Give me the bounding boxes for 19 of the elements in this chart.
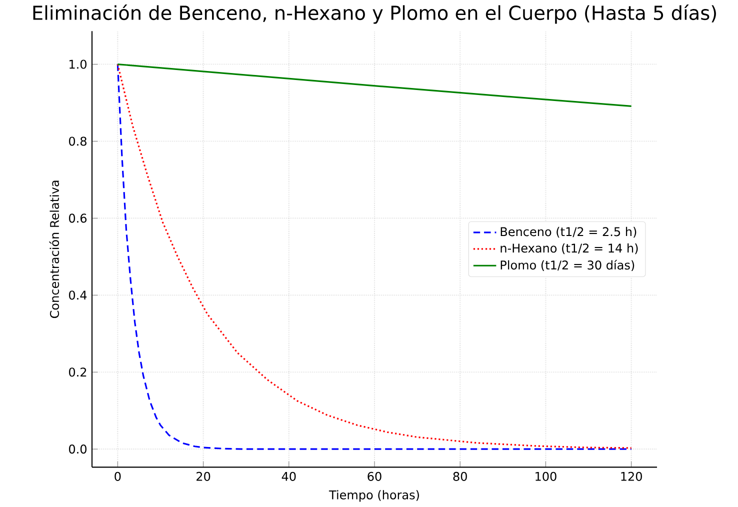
y-tick-label: 1.0 <box>70 60 86 69</box>
x-tick-label: 20 <box>196 472 210 481</box>
y-tick-label: 0.4 <box>69 290 87 300</box>
x-tick-label: 0 <box>114 472 121 481</box>
x-axis-title: Tiempo (horas) <box>328 490 419 502</box>
y-tick-label: 0.2 <box>69 368 86 377</box>
y-tick-label: 0.0 <box>69 444 86 454</box>
y-tick-label: 0.6 <box>69 214 87 223</box>
legend-label: n-Hexano (t1/2 = 14 h) <box>500 243 638 254</box>
y-axis-title: Concentración Relativa <box>49 180 60 318</box>
legend-label: Plomo (t1/2 = 30 días) <box>500 260 634 271</box>
y-tick-label: 0.8 <box>69 136 86 146</box>
x-tick-label: 120 <box>621 472 642 481</box>
legend-label: Benceno (t1/2 = 2.5 h) <box>500 226 636 238</box>
x-tick-label: 60 <box>368 472 382 481</box>
x-tick-label: 40 <box>282 472 296 481</box>
x-tick-label: 100 <box>536 472 556 481</box>
x-tick-label: 80 <box>453 472 467 481</box>
chart-title: Eliminación de Benceno, n-Hexano y Plomo en el Cuerpo (Hasta 5 días) <box>33 4 716 24</box>
